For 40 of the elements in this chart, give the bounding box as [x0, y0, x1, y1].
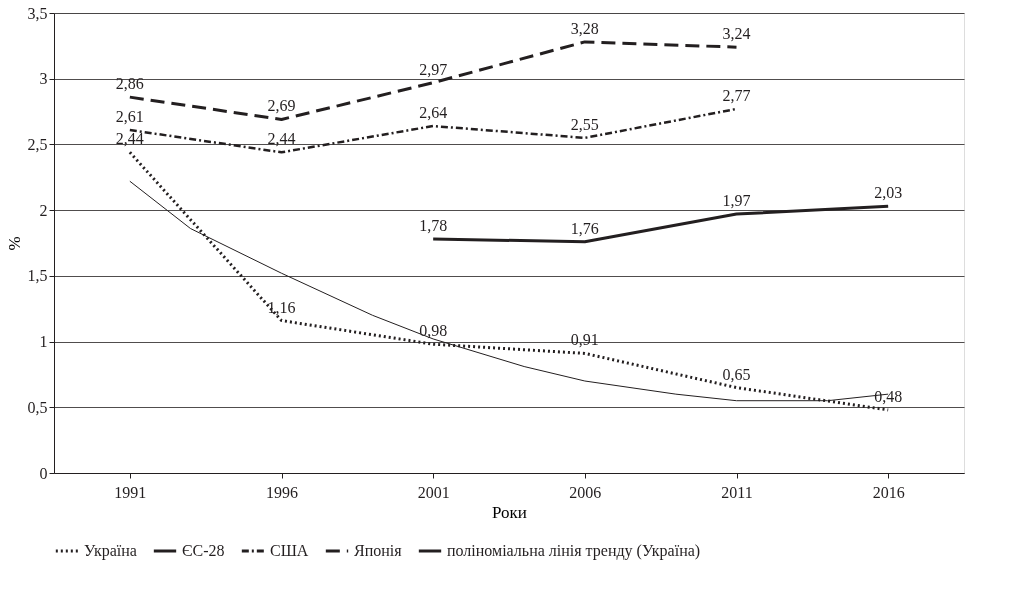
y-tick-label: 1,5: [27, 267, 48, 285]
x-tick-label: 1996: [266, 483, 298, 501]
data-label: 3,28: [570, 19, 599, 37]
y-axis-title: %: [4, 236, 24, 251]
data-label: 2,44: [115, 130, 144, 148]
data-label: 2,86: [115, 75, 144, 93]
legend-label: США: [270, 542, 309, 559]
y-tick-label: 1: [39, 333, 48, 351]
legend-label: Японія: [354, 542, 403, 559]
data-label: 1,97: [722, 192, 751, 210]
data-label: 2,44: [267, 130, 296, 148]
y-tick-label: 2,5: [27, 135, 48, 153]
data-label: 3,24: [722, 25, 751, 43]
legend-label: поліноміальна лінія тренду (Україна): [447, 542, 701, 560]
data-label: 2,55: [570, 115, 599, 133]
data-label: 2,77: [722, 86, 751, 104]
data-label: 0,98: [419, 322, 448, 340]
y-tick-label: 3: [39, 70, 48, 88]
x-tick-label: 1991: [114, 483, 147, 501]
data-label: 1,76: [570, 219, 599, 237]
data-label: 1,16: [267, 298, 296, 316]
x-tick-label: 2016: [872, 483, 905, 501]
x-tick-label: 2011: [721, 483, 753, 501]
legend-label: Україна: [84, 542, 137, 560]
data-label: 2,69: [267, 97, 296, 115]
x-tick-label: 2001: [417, 483, 450, 501]
data-label: 2,64: [419, 104, 448, 122]
y-tick-label: 0,5: [27, 398, 48, 416]
data-label: 1,78: [419, 217, 448, 235]
legend-label: ЄС-28: [182, 542, 225, 559]
x-tick-label: 2006: [569, 483, 602, 501]
data-label: 2,61: [115, 107, 144, 125]
data-label: 0,65: [722, 365, 751, 383]
data-label: 2,97: [419, 60, 448, 78]
data-label: 0,48: [874, 387, 903, 405]
y-tick-label: 2: [39, 201, 48, 219]
y-tick-label: 3,5: [27, 4, 48, 22]
y-tick-label: 0: [39, 464, 48, 482]
data-label: 2,03: [874, 184, 903, 202]
x-axis-title: Роки: [492, 502, 527, 522]
